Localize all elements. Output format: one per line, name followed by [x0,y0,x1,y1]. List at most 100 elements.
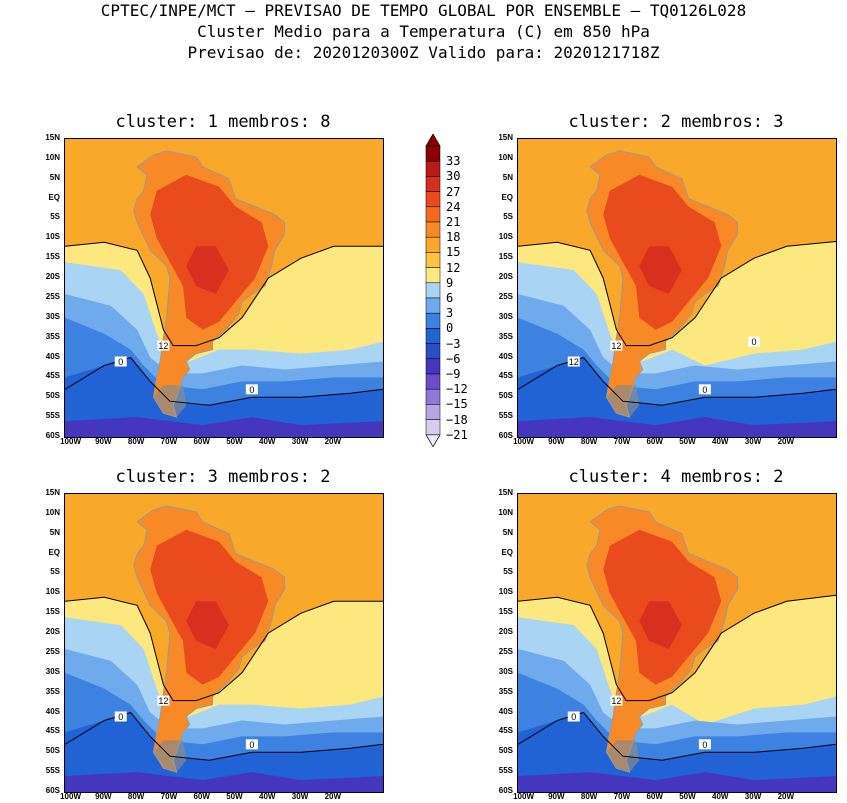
colorbar-swatch [425,206,441,223]
longitude-tick-label: 20W [777,437,795,446]
latitude-tick-label: 25S [498,291,513,301]
contour-label: 12 [158,341,168,351]
longitude-tick-label: 20W [777,792,795,801]
contour-label: 12 [611,341,621,351]
latitude-tick-label: 45S [498,371,513,381]
continent-hottest [639,601,682,649]
colorbar-label: −18 [446,412,468,427]
colorbar-label: 24 [446,199,461,214]
latitude-tick-label: 5S [50,212,60,222]
colorbar-swatch [425,267,441,284]
latitude-tick-label: 15N [498,488,513,497]
latitude-tick-label: 35S [498,331,513,341]
contour-label-bg [567,356,580,367]
colorbar-swatch [425,373,441,390]
contour-12 [65,241,383,347]
colorbar-swatch [425,236,441,253]
colorbar-label: −3 [446,336,461,351]
longitude-tick-label: 30W [291,792,309,801]
longitude-tick-label: 90W [548,437,565,446]
coastline [133,150,286,418]
cluster-4-title: cluster: 4 membros: 2 [568,467,784,487]
latitude-tick-label: 10N [498,507,513,517]
longitude-tick-label: 100W [513,437,535,446]
figure-title: CPTEC/INPE/MCT – PREVISAO DE TEMPO GLOBA… [100,1,747,20]
latitude-tick-label: 15N [45,488,60,497]
longitude-tick-label: 20W [324,792,342,801]
colorbar-label: 12 [446,260,461,275]
latitude-tick-label: 55S [45,766,60,776]
cold-core-field [65,772,383,792]
cluster-3-title: cluster: 3 membros: 2 [115,467,331,487]
colorbar-swatch [425,343,441,360]
contour-label-bg [610,340,623,351]
contour-label-bg [157,340,170,351]
colorbar-swatch [425,191,441,208]
colorbar-swatch [425,419,441,436]
longitude-tick-label: 90W [95,437,112,446]
longitude-tick-label: 30W [744,437,762,446]
colorbar-label: 27 [446,184,461,199]
figure-header: CPTEC/INPE/MCT – PREVISAO DE TEMPO GLOBA… [0,0,847,63]
longitude-tick-label: 60W [646,437,663,446]
colorbar-min-arrow [425,434,441,448]
longitude-tick-label: 90W [95,792,112,801]
latitude-tick-label: 20S [45,627,60,637]
longitude-tick-label: 50W [679,792,696,801]
cold-core-field [518,417,836,437]
latitude-tick-label: 30S [498,311,513,321]
longitude-tick-label: 80W [580,792,598,801]
latitude-tick-label: 10N [45,152,60,162]
cluster-1-title: cluster: 1 membros: 8 [115,112,331,132]
latitude-tick-label: 55S [498,766,513,776]
colorbar-label: 15 [446,245,461,260]
colorbar-label: 21 [446,215,461,229]
latitude-tick-label: 25S [45,646,60,656]
longitude-tick-label: 100W [60,792,82,801]
contour-label-bg [245,739,258,750]
latitude-tick-label: 10S [45,587,60,597]
coastline [586,150,739,418]
latitude-tick-label: 5N [502,172,513,182]
contour-label-bg [698,384,711,395]
colorbar-swatch [425,404,441,420]
latitude-tick-label: 10S [45,232,60,242]
contour-label: 0 [702,385,707,395]
latitude-tick-label: 20S [45,272,60,282]
figure-subtitle: Cluster Medio para a Temperatura (C) em … [197,22,650,41]
latitude-tick-label: 50S [498,391,513,401]
latitude-tick-label: EQ [501,192,513,202]
longitude-tick-label: 90W [548,792,565,801]
contour-12 [518,594,836,702]
contour-label-bg [610,695,623,706]
temperature-map: 12 0 0 [517,493,837,793]
latitude-tick-label: 20S [498,272,513,282]
contour-label: 0 [249,385,254,395]
longitude-tick-label: 60W [193,792,210,801]
contour-label-bg [698,739,711,750]
colorbar-swatch [425,297,441,314]
longitude-tick-label: 70W [160,792,178,801]
coastline [586,505,739,773]
latitude-tick-label: 45S [45,726,60,736]
longitude-tick-label: 50W [226,792,243,801]
latitude-tick-label: 55S [498,411,513,421]
latitude-tick-label: 15N [498,133,513,142]
colorbar-swatch [425,328,441,344]
continent-hottest [186,246,229,294]
longitude-tick-label: 70W [613,792,631,801]
contour-label-bg [114,711,127,722]
latitude-tick-label: 50S [45,746,60,756]
latitude-tick-label: 45S [45,371,60,381]
colorbar-swatch [425,282,441,299]
colorbar-label: −15 [446,397,468,412]
longitude-tick-label: 70W [160,437,178,446]
continent-hottest [639,246,682,294]
contour-label-bg [748,336,761,347]
latitude-tick-label: 25S [498,646,513,656]
longitude-tick-label: 100W [60,437,82,446]
latitude-tick-label: 30S [498,666,513,676]
temperature-map: 12 12 0 0 [517,138,837,438]
colorbar-label: 6 [446,291,454,305]
contour-label: 0 [571,712,576,722]
